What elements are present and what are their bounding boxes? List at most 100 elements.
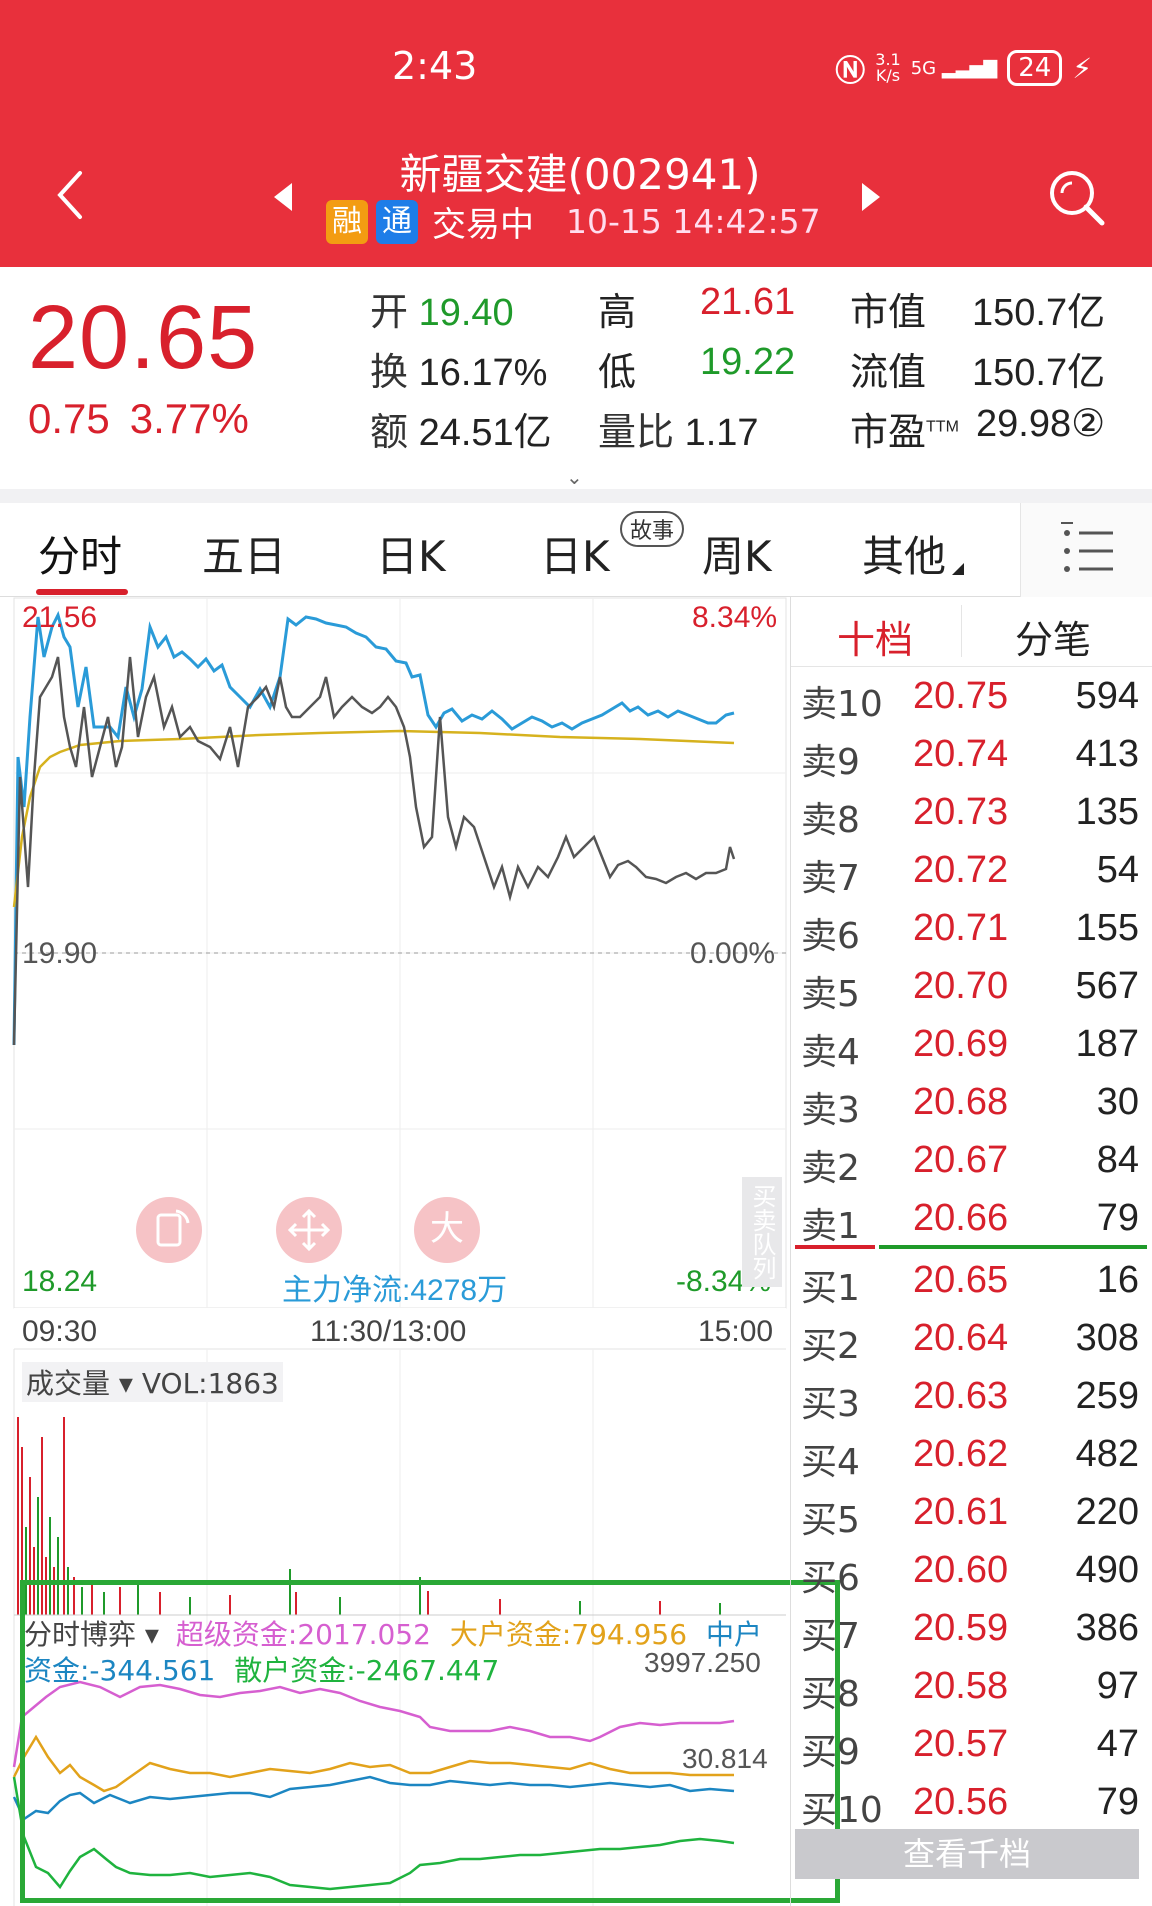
expand-icon[interactable]: ⌄ [566,465,583,489]
level-price: 20.64 [913,1317,1009,1359]
level-price: 20.72 [913,849,1009,891]
level-label: 买8 [801,1674,860,1715]
tab-weekly-k[interactable]: 周K [702,532,772,581]
status-icons: Ⓝ 3.1 K/s 5G ▂▃▅▇ 24 ⚡ [835,46,1092,90]
large-fund-line [12,1734,734,1793]
status-bar: 2:43 Ⓝ 3.1 K/s 5G ▂▃▅▇ 24 ⚡ [0,0,1152,135]
ask-row[interactable]: 卖7 20.72 54 [791,849,1151,907]
ask-row[interactable]: 卖6 20.71 155 [791,907,1151,965]
rotate-icon [156,1209,190,1247]
level-price: 20.61 [913,1491,1009,1533]
ask-row[interactable]: 卖3 20.68 30 [791,1081,1151,1139]
pe-label: 市盈TTM [850,412,959,454]
level-label: 卖9 [801,742,860,783]
ask-row[interactable]: 卖5 20.70 567 [791,965,1151,1023]
bid-row[interactable]: 买5 20.61 220 [791,1491,1151,1549]
fund-game-selector[interactable]: 分时博弈 ▾ [24,1618,159,1651]
divider [0,489,1152,503]
nfc-icon: Ⓝ [835,54,866,89]
level-price: 20.75 [913,675,1009,717]
ask-row[interactable]: 卖2 20.67 84 [791,1139,1151,1197]
tab-intraday[interactable]: 分时 [38,532,123,581]
tab-more[interactable]: 其他 [862,532,947,581]
quote-panel: 20.65 0.75 3.77% 开 19.40 高 21.61 市值 150.7… [0,267,1152,489]
level-volume: 30 [1096,1081,1139,1123]
level-price: 20.65 [913,1259,1009,1301]
level-label: 卖6 [801,916,860,957]
open-field: 开 19.40 [370,292,514,334]
ask-row[interactable]: 卖9 20.74 413 [791,733,1151,791]
fullscreen-button[interactable] [276,1197,342,1263]
highlight-box [20,1580,840,1903]
bid-row[interactable]: 买8 20.58 97 [791,1665,1151,1723]
prev-stock-icon[interactable] [274,183,292,211]
level-price: 20.67 [913,1139,1009,1181]
enlarge-button[interactable]: 大 [414,1197,480,1263]
turnover-field: 换 16.17% [370,352,548,394]
tab-daily-k[interactable]: 日K [376,532,446,581]
active-tab-indicator [36,589,128,595]
pe-value: 29.98② [976,403,1106,445]
bid-row[interactable]: 买1 20.65 16 [791,1259,1151,1317]
level-label: 买7 [801,1616,860,1657]
bid-row[interactable]: 买10 20.56 79 [791,1781,1151,1839]
move-icon [287,1208,331,1252]
level-label: 买10 [801,1790,883,1831]
stock-subtitle: 融 通 交易中 10-15 14:42:57 [326,197,821,246]
bid-row[interactable]: 买2 20.64 308 [791,1317,1151,1375]
mktcap-value: 150.7亿 [972,292,1106,334]
low-label: 低 [598,352,637,394]
level-label: 买3 [801,1384,860,1425]
level-label: 买9 [801,1732,860,1773]
next-stock-icon[interactable] [862,183,880,211]
ask-row[interactable]: 卖10 20.75 594 [791,675,1151,733]
level-price: 20.68 [913,1081,1009,1123]
level-volume: 54 [1096,849,1139,891]
ask-row[interactable]: 卖4 20.69 187 [791,1023,1151,1081]
axis-ref-price: 19.90 [22,937,98,970]
order-book: 十档 分笔 卖10 20.75 594 卖9 20.74 413 卖8 20.73 135 卖7 2… [790,597,1152,1906]
search-icon[interactable] [1044,165,1108,229]
level-label: 买1 [801,1268,860,1309]
bid-row[interactable]: 买7 20.59 386 [791,1607,1151,1665]
queue-tag[interactable]: 买卖队列 [742,1177,782,1287]
level-volume: 413 [1075,733,1139,775]
level-label: 卖5 [801,974,860,1015]
mktcap-label: 市值 [850,292,927,334]
level-label: 卖1 [801,1206,860,1247]
back-icon[interactable] [44,165,104,225]
tab-ticks[interactable]: 分笔 [1015,618,1092,662]
indicator-menu-icon[interactable] [1020,503,1152,597]
volume-value: VOL:1863 [141,1367,279,1400]
bid-row[interactable]: 买9 20.57 47 [791,1723,1151,1781]
change-value: 0.75 [28,395,110,442]
tab-depth[interactable]: 十档 [837,618,914,662]
trade-status: 交易中 [432,205,534,245]
charging-icon: ⚡ [1072,51,1092,85]
level-volume: 594 [1075,675,1139,717]
tab-five-day[interactable]: 五日 [202,532,287,581]
bid-row[interactable]: 买4 20.62 482 [791,1433,1151,1491]
level-price: 20.73 [913,791,1009,833]
signal-icon: 5G ▂▃▅▇ [910,57,998,79]
change-percent: 3.77% [129,395,249,442]
level-price: 20.60 [913,1549,1009,1591]
ask-bid-divider-green [879,1245,1147,1249]
volume-indicator[interactable]: 成交量 ▾ VOL:1863 [22,1362,283,1402]
level-label: 买2 [801,1326,860,1367]
level-volume: 386 [1075,1607,1139,1649]
axis-high-pct: 8.34% [692,601,778,634]
level-price: 20.58 [913,1665,1009,1707]
ask-bid-divider-red [795,1245,875,1249]
tab-daily-k-story[interactable]: 日K [540,532,610,581]
ask-row[interactable]: 卖8 20.73 135 [791,791,1151,849]
ask-row[interactable]: 卖1 20.66 79 [791,1197,1151,1255]
level-volume: 490 [1075,1549,1139,1591]
rotate-button[interactable] [136,1197,202,1263]
chart-area[interactable]: 21.56 8.34% 19.90 0.00% 18.24 -8.34% 主力净… [0,597,840,1906]
view-thousand-levels-button[interactable]: 查看千档 [795,1829,1139,1879]
level-label: 卖3 [801,1090,860,1131]
main-net-flow: 主力净流:4278万 [282,1274,508,1307]
bid-row[interactable]: 买3 20.63 259 [791,1375,1151,1433]
bid-row[interactable]: 买6 20.60 490 [791,1549,1151,1607]
